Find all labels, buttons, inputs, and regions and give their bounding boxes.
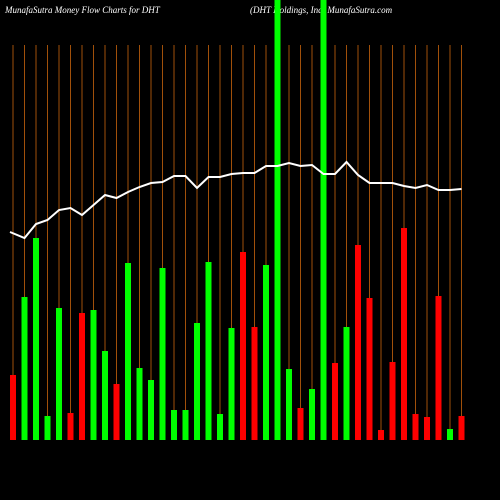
bar — [286, 369, 292, 440]
bar — [378, 430, 384, 440]
bar — [136, 368, 143, 440]
bar — [194, 323, 200, 440]
bar — [240, 252, 246, 440]
bar — [205, 262, 212, 440]
bar — [67, 413, 74, 440]
bar — [320, 0, 327, 440]
bar — [102, 351, 108, 440]
bar — [251, 327, 258, 440]
bar — [33, 238, 39, 440]
bar — [343, 327, 350, 440]
bar — [274, 0, 281, 440]
bar — [21, 297, 28, 440]
bar — [401, 228, 407, 440]
bar — [113, 384, 120, 440]
bar — [148, 380, 154, 440]
bar — [263, 265, 269, 440]
bar — [56, 308, 62, 440]
bar — [366, 298, 373, 440]
chart-title: MunafaSutra Money Flow Charts for DHT — [4, 5, 161, 15]
bar — [297, 408, 304, 440]
bar — [90, 310, 97, 440]
bar — [171, 410, 177, 440]
bar — [10, 375, 16, 440]
bar — [79, 313, 85, 440]
bar — [159, 268, 166, 440]
bar — [424, 417, 430, 440]
bar — [355, 245, 361, 440]
bar — [125, 263, 131, 440]
bar — [412, 414, 419, 440]
bar — [228, 328, 235, 440]
bar — [309, 389, 315, 440]
bar — [389, 362, 396, 440]
line — [9, 160, 462, 240]
bar — [435, 296, 442, 440]
bar — [332, 363, 338, 440]
bar — [217, 414, 223, 440]
bar — [447, 429, 453, 440]
bar — [44, 416, 51, 440]
bar — [458, 416, 465, 440]
bar — [182, 410, 189, 440]
